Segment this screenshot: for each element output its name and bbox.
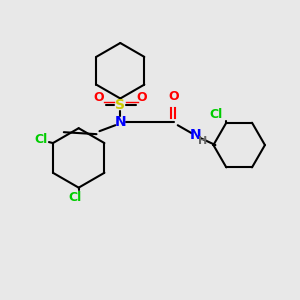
Text: Cl: Cl <box>34 133 48 146</box>
Text: O: O <box>137 91 147 104</box>
Text: O: O <box>169 90 179 103</box>
Text: Cl: Cl <box>210 108 223 121</box>
Text: N: N <box>115 115 126 129</box>
Text: Cl: Cl <box>68 191 81 204</box>
Text: H: H <box>198 136 207 146</box>
Text: S: S <box>115 98 125 112</box>
Text: N: N <box>190 128 201 142</box>
Text: O: O <box>93 91 104 104</box>
